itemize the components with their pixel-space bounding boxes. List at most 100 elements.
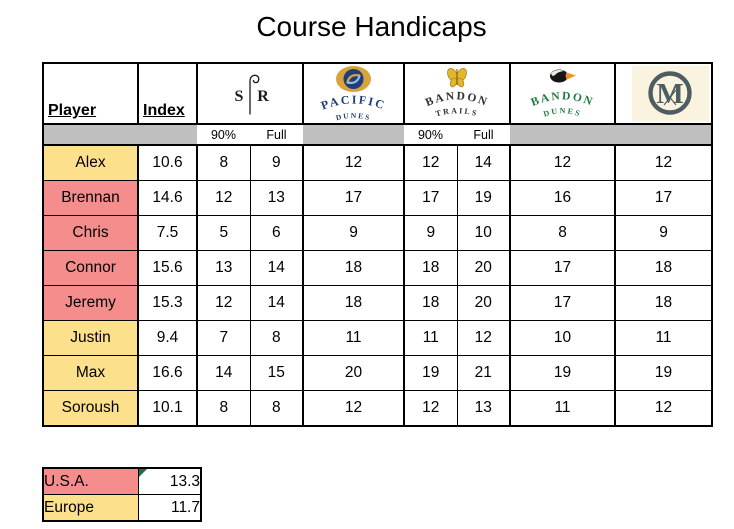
player-header-label: Player xyxy=(48,102,97,119)
handicap-cell-sheep-ranch-90: 7 xyxy=(196,320,251,356)
handicap-cell-old-macdonald: 12 xyxy=(614,390,713,427)
handicap-cell-old-macdonald: 18 xyxy=(614,250,713,286)
course-handicaps-table: Player Index S R xyxy=(42,62,713,427)
handicap-cell-bandon-trails-90: 18 xyxy=(403,250,458,286)
table-row: Justin 9.4 7 8 11 11 12 10 11 xyxy=(42,320,713,356)
handicap-cell-bandon-dunes: 8 xyxy=(509,215,616,251)
handicap-cell-sheep-ranch-full: 14 xyxy=(249,285,304,321)
index-cell: 10.6 xyxy=(137,144,198,181)
handicap-cell-bandon-trails-90: 9 xyxy=(403,215,458,251)
handicap-cell-bandon-trails-90: 18 xyxy=(403,285,458,321)
table-row: Alex 10.6 8 9 12 12 14 12 12 xyxy=(42,144,713,181)
player-column-header: Player xyxy=(42,62,139,125)
handicap-cell-sheep-ranch-90: 12 xyxy=(196,285,251,321)
usa-summary-row: U.S.A. 13.3 xyxy=(42,467,202,495)
old-macdonald-logo: M xyxy=(614,62,713,125)
table-row: Jeremy 15.3 12 14 18 18 20 17 18 xyxy=(42,285,713,321)
player-name-cell: Brennan xyxy=(42,180,139,216)
sheep-ranch-s-letter: S xyxy=(235,88,244,105)
handicap-cell-bandon-dunes: 10 xyxy=(509,320,616,356)
handicap-cell-bandon-trails-90: 12 xyxy=(403,144,458,181)
svg-text:DUNES: DUNES xyxy=(335,110,372,121)
player-name-cell: Connor xyxy=(42,250,139,286)
puffin-head-icon xyxy=(550,69,576,82)
handicap-cell-pacific-dunes: 12 xyxy=(302,144,405,181)
subheader-full-label: Full xyxy=(457,123,510,146)
handicap-cell-bandon-trails-90: 11 xyxy=(403,320,458,356)
butterfly-icon xyxy=(447,67,467,87)
handicap-cell-bandon-dunes: 19 xyxy=(509,355,616,391)
index-cell: 15.3 xyxy=(137,285,198,321)
handicap-cell-sheep-ranch-full: 8 xyxy=(249,320,304,356)
subheader-spacer xyxy=(510,123,712,146)
sheep-ranch-logo: S R xyxy=(196,62,304,125)
pacific-dunes-subname: DUNES xyxy=(335,110,370,121)
monogram-ring-icon xyxy=(648,71,692,115)
handicap-cell-sheep-ranch-90: 8 xyxy=(196,144,251,181)
handicap-cell-bandon-dunes: 11 xyxy=(509,390,616,427)
handicap-cell-bandon-trails-full: 19 xyxy=(456,180,511,216)
handicap-cell-old-macdonald: 12 xyxy=(614,144,713,181)
bandon-dunes-subname: DUNES xyxy=(542,106,581,118)
index-cell: 7.5 xyxy=(137,215,198,251)
index-column-header: Index xyxy=(137,62,198,125)
index-cell: 14.6 xyxy=(137,180,198,216)
index-cell: 16.6 xyxy=(137,355,198,391)
old-macdonald-monogram: M xyxy=(656,78,683,110)
handicap-cell-bandon-dunes: 16 xyxy=(509,180,616,216)
handicap-cell-sheep-ranch-full: 6 xyxy=(249,215,304,251)
shepherds-crook-icon xyxy=(249,74,260,115)
usa-label-cell: U.S.A. xyxy=(42,467,139,495)
handicap-cell-bandon-trails-full: 14 xyxy=(456,144,511,181)
handicap-cell-bandon-trails-full: 13 xyxy=(456,390,511,427)
svg-text:TRAILS: TRAILS xyxy=(435,106,480,118)
handicap-cell-sheep-ranch-full: 15 xyxy=(249,355,304,391)
subheader-spacer xyxy=(303,123,404,146)
handicap-cell-bandon-trails-full: 20 xyxy=(456,285,511,321)
subheader-full-label: Full xyxy=(250,123,303,146)
error-indicator-triangle xyxy=(139,469,147,477)
handicap-cell-pacific-dunes: 18 xyxy=(302,285,405,321)
bandon-trails-subname: TRAILS xyxy=(435,106,478,118)
player-name-cell: Jeremy xyxy=(42,285,139,321)
handicap-cell-bandon-trails-full: 10 xyxy=(456,215,511,251)
player-name-cell: Chris xyxy=(42,215,139,251)
handicap-cell-old-macdonald: 11 xyxy=(614,320,713,356)
player-name-cell: Justin xyxy=(42,320,139,356)
page-title: Course Handicaps xyxy=(256,11,487,42)
bandon-dunes-logo: BANDON DUNES xyxy=(509,62,616,125)
index-cell: 10.1 xyxy=(137,390,198,427)
svg-text:DUNES: DUNES xyxy=(542,106,583,118)
subheader-90-label: 90% xyxy=(197,123,250,146)
handicap-cell-bandon-dunes: 17 xyxy=(509,250,616,286)
team-average-summary-table: U.S.A. 13.3 Europe 11.7 xyxy=(42,467,202,522)
handicap-cell-bandon-trails-full: 12 xyxy=(456,320,511,356)
handicap-cell-pacific-dunes: 12 xyxy=(302,390,405,427)
europe-summary-row: Europe 11.7 xyxy=(42,494,202,522)
europe-label-cell: Europe xyxy=(42,494,139,522)
handicap-cell-pacific-dunes: 11 xyxy=(302,320,405,356)
handicap-cell-old-macdonald: 9 xyxy=(614,215,713,251)
table-row: Soroush 10.1 8 8 12 12 13 11 12 xyxy=(42,390,713,427)
pacific-dunes-logo: PACIFIC DUNES xyxy=(302,62,405,125)
index-header-label: Index xyxy=(143,102,185,119)
index-cell: 15.6 xyxy=(137,250,198,286)
player-name-cell: Soroush xyxy=(42,390,139,427)
index-cell: 9.4 xyxy=(137,320,198,356)
handicap-cell-sheep-ranch-90: 8 xyxy=(196,390,251,427)
handicap-cell-sheep-ranch-90: 12 xyxy=(196,180,251,216)
europe-value-cell: 11.7 xyxy=(138,494,202,522)
table-row: Chris 7.5 5 6 9 9 10 8 9 xyxy=(42,215,713,251)
player-name-cell: Max xyxy=(42,355,139,391)
usa-value-cell: 13.3 xyxy=(138,467,202,495)
handicap-cell-pacific-dunes: 20 xyxy=(302,355,405,391)
handicap-cell-bandon-trails-90: 17 xyxy=(403,180,458,216)
bandon-trails-logo: BANDON TRAILS xyxy=(403,62,511,125)
handicap-cell-old-macdonald: 19 xyxy=(614,355,713,391)
sheep-ranch-r-letter: R xyxy=(257,88,269,105)
handicap-cell-sheep-ranch-full: 13 xyxy=(249,180,304,216)
svg-text:PACIFIC: PACIFIC xyxy=(319,92,388,112)
subheader-spacer xyxy=(43,123,197,146)
subheader-90-label: 90% xyxy=(404,123,457,146)
